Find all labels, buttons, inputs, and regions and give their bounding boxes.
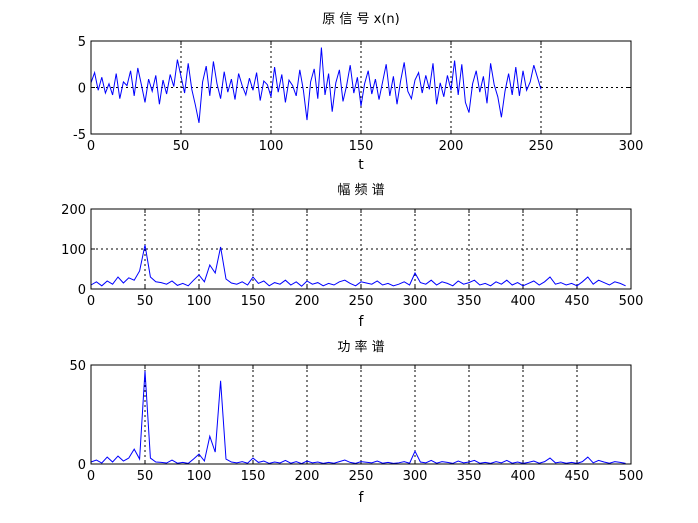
subplot-power-spectrum-axes-box	[91, 365, 631, 464]
subplot-power-spectrum-xtick-label-9: 450	[565, 469, 590, 484]
subplot-signal: 原 信 号 x(n) 0 50 100 150 200 250 300 -505 t	[73, 12, 643, 173]
subplot-signal-ytick-label-0: -5	[73, 128, 86, 143]
subplot-power-spectrum-xtick-label-2: 100	[187, 469, 212, 484]
subplot-power-spectrum-xtick-label-6: 300	[403, 469, 428, 484]
subplot-amplitude-spectrum: 幅 频 谱 0 50 100 150 200 250 300 350 400 450 500 0 10…	[61, 183, 643, 330]
subplot-power-spectrum-xlabel: f	[359, 490, 365, 506]
subplot-signal-xtick-label-4: 200	[439, 139, 464, 154]
subplot-power-spectrum-xtick-label-5: 250	[349, 469, 374, 484]
subplot-amplitude-spectrum-xtick-label-9: 450	[565, 294, 590, 309]
subplot-signal-title: 原 信 号 x(n)	[322, 12, 399, 27]
subplot-amplitude-spectrum-xtick-label-8: 400	[511, 294, 536, 309]
subplot-signal-axes-border	[90, 40, 632, 135]
subplot-amplitude-spectrum-xtick-label-1: 50	[137, 294, 154, 309]
subplot-signal-series-line	[90, 47, 542, 123]
subplot-signal-ytick-label-2: 5	[78, 35, 86, 50]
subplot-signal-xtick-label-1: 50	[173, 139, 190, 154]
subplot-power-spectrum-xtick-label-1: 50	[137, 469, 154, 484]
subplot-power-spectrum-title: 功 率 谱	[337, 339, 384, 355]
subplot-amplitude-spectrum-xtick-label-2: 100	[187, 294, 212, 309]
subplot-amplitude-spectrum-series-line	[90, 244, 626, 287]
subplot-power-spectrum-xtick-label-8: 400	[511, 469, 536, 484]
subplot-amplitude-spectrum-yticks: 0 100 200	[61, 203, 631, 298]
subplot-amplitude-spectrum-xlabel: f	[359, 314, 365, 330]
subplot-amplitude-spectrum-xtick-label-10: 500	[619, 294, 644, 309]
subplot-signal-xtick-label-2: 100	[259, 139, 284, 154]
subplot-power-spectrum-xticks: 0 50 100 150 200 250 300 350 400 450 500	[87, 365, 644, 484]
subplot-amplitude-spectrum-ytick-label-0: 0	[78, 283, 86, 298]
subplot-power-spectrum-axes-border	[90, 364, 632, 465]
subplot-signal-xtick-label-6: 300	[619, 139, 644, 154]
subplot-amplitude-spectrum-xtick-label-4: 200	[295, 294, 320, 309]
subplot-power-spectrum-ytick-label-1: 50	[69, 359, 86, 374]
subplot-signal-xtick-label-0: 0	[87, 139, 95, 154]
subplot-power-spectrum-grid	[144, 365, 578, 464]
subplot-signal-xtick-label-3: 150	[349, 139, 374, 154]
subplot-power-spectrum-series-line	[90, 370, 626, 465]
subplot-amplitude-spectrum-xtick-label-7: 350	[457, 294, 482, 309]
subplot-amplitude-spectrum-title: 幅 频 谱	[337, 183, 384, 198]
subplot-amplitude-spectrum-ytick-label-2: 200	[61, 203, 86, 218]
subplot-amplitude-spectrum-xticks: 0 50 100 150 200 250 300 350 400 450 500	[87, 209, 644, 309]
subplot-amplitude-spectrum-grid	[91, 209, 631, 289]
subplot-amplitude-spectrum-axes-border	[90, 208, 632, 290]
subplot-power-spectrum-xtick-label-3: 150	[241, 469, 266, 484]
subplot-signal-xtick-label-5: 250	[529, 139, 554, 154]
subplot-signal-ytick-label-1: 0	[78, 82, 86, 97]
subplot-amplitude-spectrum-ytick-label-1: 100	[61, 243, 86, 258]
subplot-power-spectrum-xtick-label-0: 0	[87, 469, 95, 484]
subplot-power-spectrum-xtick-label-4: 200	[295, 469, 320, 484]
subplot-power-spectrum-ytick-label-0: 0	[78, 458, 86, 473]
subplot-signal-xlabel: t	[358, 157, 364, 173]
subplot-amplitude-spectrum-xtick-label-5: 250	[349, 294, 374, 309]
subplot-amplitude-spectrum-xtick-label-3: 150	[241, 294, 266, 309]
subplot-power-spectrum: 功 率 谱 0 50 100 150 200 250 300 350 400 450 500 0 50…	[69, 339, 643, 506]
subplot-power-spectrum-xtick-label-7: 350	[457, 469, 482, 484]
subplot-amplitude-spectrum-xtick-label-6: 300	[403, 294, 428, 309]
subplot-power-spectrum-xtick-label-10: 500	[619, 469, 644, 484]
subplot-amplitude-spectrum-xtick-label-0: 0	[87, 294, 95, 309]
